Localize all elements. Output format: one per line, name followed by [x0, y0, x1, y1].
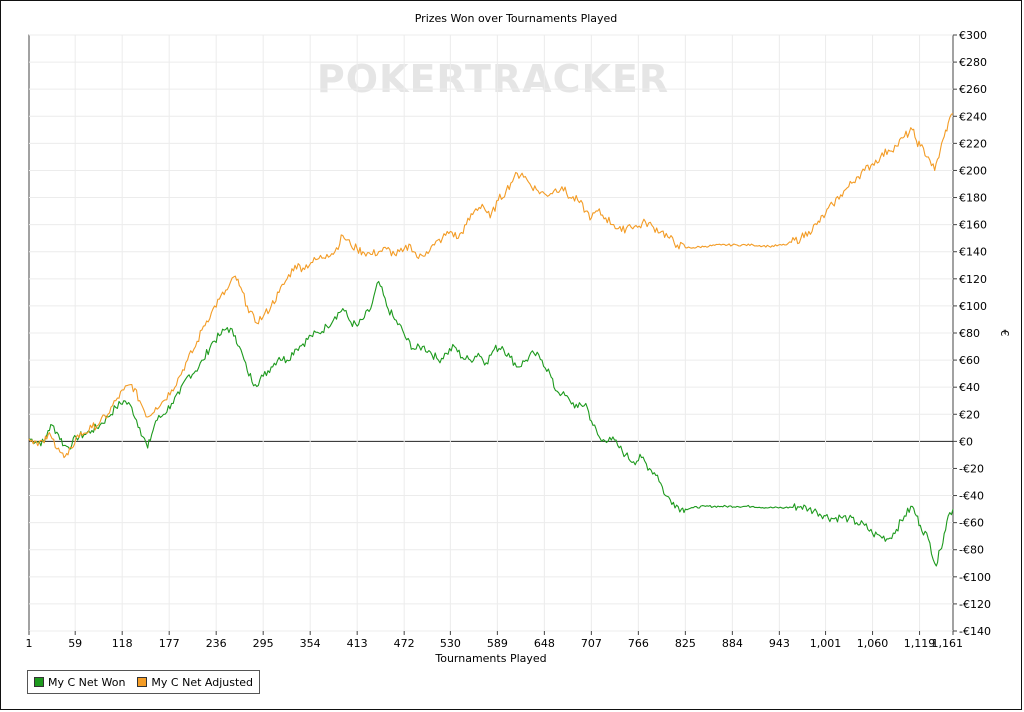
y-tick-label: €280	[959, 56, 987, 69]
x-tick-label: 413	[347, 637, 368, 650]
y-tick-label: -€100	[959, 571, 991, 584]
series-line-net-won	[28, 280, 954, 567]
y-tick-label: €100	[959, 300, 987, 313]
legend-item-net-won[interactable]: My C Net Won	[34, 676, 125, 689]
x-tick-label: 472	[394, 637, 415, 650]
legend-item-net-adjusted[interactable]: My C Net Adjusted	[137, 676, 253, 689]
x-tick-label: 1,119	[904, 637, 936, 650]
y-tick-label: €0	[959, 435, 973, 448]
x-tick-label: 118	[112, 637, 133, 650]
x-tick-label: 295	[253, 637, 274, 650]
legend-label-net-adjusted: My C Net Adjusted	[151, 675, 254, 689]
y-tick-label: -€60	[959, 517, 984, 530]
legend-label-net-won: My C Net Won	[48, 675, 126, 689]
y-tick-label: -€20	[959, 462, 984, 475]
y-tick-label: -€40	[959, 490, 984, 503]
x-tick-label: 648	[534, 637, 555, 650]
y-tick-label: €180	[959, 192, 987, 205]
x-tick-label: 884	[722, 637, 743, 650]
x-tick-label: 236	[206, 637, 227, 650]
x-tick-label: 59	[68, 637, 82, 650]
x-tick-label: 530	[440, 637, 461, 650]
y-tick-label: €120	[959, 273, 987, 286]
x-tick-label: 354	[300, 637, 321, 650]
y-tick-label: -€120	[959, 598, 991, 611]
y-tick-label: -€140	[959, 625, 991, 638]
x-axis-label: Tournaments Played	[434, 652, 546, 665]
x-tick-label: 177	[159, 637, 180, 650]
y-axis-ticks: €300 €280 €260 €240 €220 €200 €180 €160 €140 €120…	[953, 29, 991, 638]
legend-swatch-net-won	[34, 677, 44, 687]
y-tick-label: €240	[959, 110, 987, 123]
x-tick-label: 1,001	[810, 637, 842, 650]
legend: My C Net Won My C Net Adjusted	[27, 670, 261, 694]
chart-title: Prizes Won over Tournaments Played	[415, 12, 618, 25]
y-tick-label: €60	[959, 354, 980, 367]
legend-swatch-net-adjusted	[137, 677, 148, 687]
grid-lines	[29, 34, 953, 632]
y-tick-label: €260	[959, 83, 987, 96]
y-tick-label: -€80	[959, 544, 984, 557]
x-tick-label: 825	[675, 637, 696, 650]
x-tick-label: 589	[487, 637, 508, 650]
y-tick-label: €20	[959, 408, 980, 421]
y-tick-label: €80	[959, 327, 980, 340]
y-tick-label: €200	[959, 164, 987, 177]
y-tick-label: €220	[959, 137, 987, 150]
x-axis-ticks: 1 59 118 177 236 295 354 413 472 530 589 648 707 766 8…	[26, 631, 964, 650]
x-tick-label: 1,161	[932, 637, 964, 650]
x-tick-label: 1,060	[857, 637, 889, 650]
y-axis-label: €	[998, 330, 1011, 337]
x-tick-label: 943	[769, 637, 790, 650]
x-tick-label: 1	[26, 637, 33, 650]
x-tick-label: 766	[628, 637, 649, 650]
y-tick-label: €300	[959, 29, 987, 42]
series-line-net-adjusted	[28, 113, 954, 459]
y-tick-label: €140	[959, 246, 987, 259]
watermark-logo: POKERTRACKER	[317, 57, 669, 101]
series-lines	[28, 113, 954, 567]
x-tick-label: 707	[581, 637, 602, 650]
y-tick-label: €40	[959, 381, 980, 394]
y-tick-label: €160	[959, 219, 987, 232]
